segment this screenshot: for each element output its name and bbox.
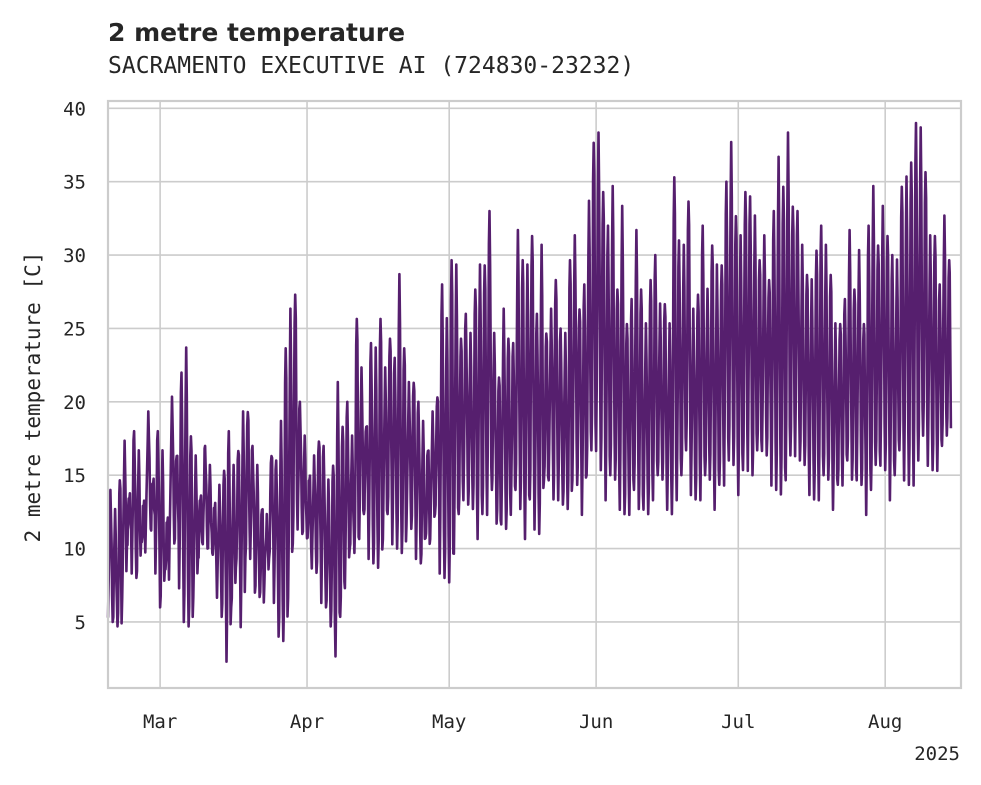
y-tick-label: 15	[63, 465, 86, 487]
y-tick-label: 20	[63, 392, 86, 414]
y-tick-label: 30	[63, 245, 86, 267]
x-tick-label: Apr	[290, 711, 324, 733]
y-tick-label: 25	[63, 318, 86, 340]
x-tick-label: May	[432, 711, 466, 733]
x-tick-labels: Mar Apr May Jun Jul Aug	[143, 711, 902, 733]
plot-frame	[106, 99, 963, 690]
x-offset-label: 2025	[914, 743, 960, 765]
y-tick-label: 10	[63, 539, 86, 561]
y-tick-label: 40	[63, 98, 86, 120]
y-tick-label: 5	[75, 612, 86, 634]
temperature-series-line	[106, 121, 953, 663]
y-tick-label: 35	[63, 172, 86, 194]
chart-subtitle: SACRAMENTO EXECUTIVE AI (724830-23232)	[108, 53, 634, 79]
x-tick-label: Jul	[721, 711, 755, 733]
chart-title: 2 metre temperature	[108, 18, 405, 47]
x-tick-label: Jun	[579, 711, 613, 733]
y-axis-label: 2 metre temperature [C]	[21, 252, 45, 543]
y-tick-labels: 5 10 15 20 25 30 35 40	[63, 98, 86, 634]
x-tick-label: Aug	[868, 711, 902, 733]
x-tick-label: Mar	[143, 711, 177, 733]
